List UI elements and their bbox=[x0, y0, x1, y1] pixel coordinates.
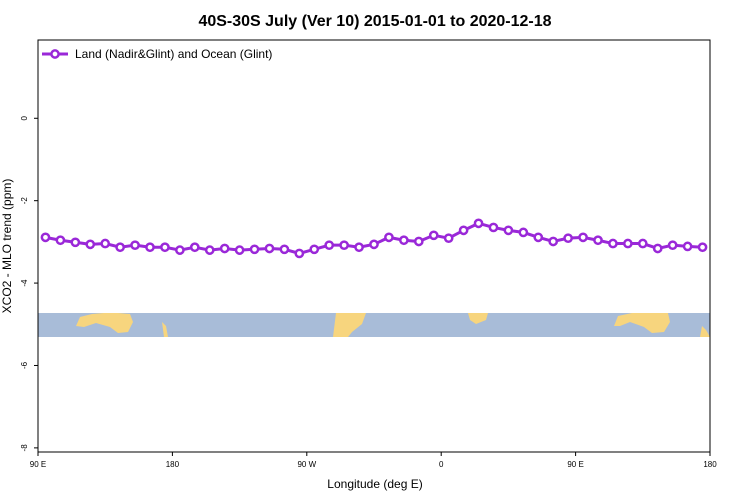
data-point bbox=[100, 238, 111, 249]
chart-title: 40S-30S July (Ver 10) 2015-01-01 to 2020… bbox=[198, 13, 551, 30]
data-point bbox=[652, 243, 663, 254]
data-point bbox=[204, 245, 215, 255]
data-point bbox=[339, 240, 349, 251]
data-point bbox=[399, 235, 409, 246]
data-point bbox=[264, 243, 275, 254]
data-point bbox=[443, 233, 454, 244]
data-point bbox=[55, 235, 66, 246]
data-point bbox=[219, 243, 230, 254]
y-tick-label: -6 bbox=[20, 361, 29, 369]
data-point bbox=[309, 244, 320, 255]
data-point bbox=[294, 248, 305, 259]
data-point bbox=[40, 232, 51, 243]
x-tick-label: 0 bbox=[439, 460, 444, 469]
data-point bbox=[279, 244, 290, 255]
data-point bbox=[70, 237, 81, 248]
data-point bbox=[249, 244, 260, 255]
data-point bbox=[145, 242, 155, 253]
data-point bbox=[369, 239, 379, 250]
x-tick-label: 90 W bbox=[297, 460, 316, 469]
data-point bbox=[667, 240, 678, 251]
data-point bbox=[458, 225, 469, 236]
data-point bbox=[428, 230, 439, 241]
x-tick-label: 90 E bbox=[30, 460, 46, 469]
legend-label: Land (Nadir&Glint) and Ocean (Glint) bbox=[75, 47, 272, 61]
data-point bbox=[384, 232, 394, 243]
data-point bbox=[533, 232, 544, 243]
data-point bbox=[518, 227, 529, 238]
data-point bbox=[354, 242, 364, 253]
data-point bbox=[503, 225, 514, 236]
data-point bbox=[115, 242, 125, 253]
data-point bbox=[488, 222, 499, 233]
data-point bbox=[324, 240, 335, 251]
map-strip bbox=[38, 313, 710, 337]
data-point bbox=[234, 245, 245, 255]
data-point bbox=[548, 236, 559, 247]
legend-marker bbox=[50, 49, 60, 59]
data-point bbox=[160, 242, 170, 253]
y-tick-label: -8 bbox=[20, 444, 29, 452]
data-point bbox=[608, 238, 618, 249]
data-point bbox=[175, 245, 185, 255]
x-tick-label: 90 E bbox=[567, 460, 583, 469]
data-point bbox=[85, 239, 96, 250]
data-point bbox=[578, 232, 588, 243]
data-point bbox=[697, 242, 708, 253]
x-tick-label: 180 bbox=[166, 460, 180, 469]
data-point bbox=[637, 238, 648, 249]
data-point bbox=[563, 233, 573, 244]
data-point bbox=[623, 238, 633, 249]
data-point bbox=[413, 236, 424, 247]
x-tick-label: 180 bbox=[703, 460, 717, 469]
y-tick-label: -2 bbox=[20, 197, 29, 205]
data-point bbox=[189, 242, 200, 253]
data-point bbox=[473, 218, 484, 229]
y-tick-label: 0 bbox=[20, 116, 29, 121]
data-point bbox=[682, 241, 693, 252]
data-point bbox=[130, 240, 140, 251]
data-point bbox=[593, 235, 603, 246]
x-axis-label: Longitude (deg E) bbox=[327, 477, 422, 491]
plot-frame bbox=[37, 39, 711, 453]
y-tick-label: -4 bbox=[20, 279, 29, 287]
y-axis-label: XCO2 - MLO trend (ppm) bbox=[0, 179, 14, 314]
